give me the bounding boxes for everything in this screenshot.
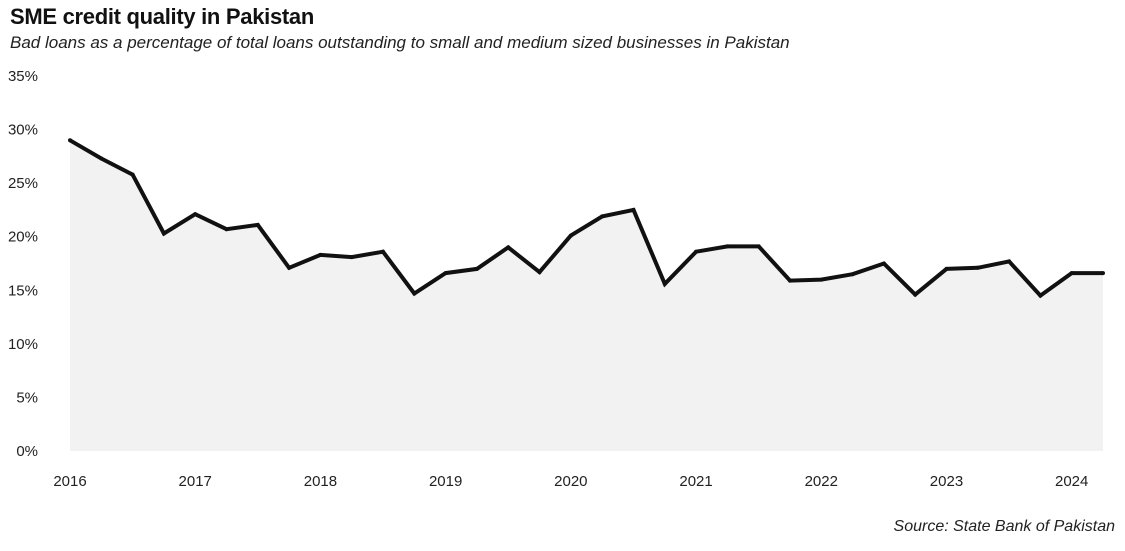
data-point [506,245,511,250]
data-point [381,249,386,254]
data-point [975,265,980,270]
chart-source: Source: State Bank of Pakistan [893,518,1115,535]
y-tick-label: 20% [8,229,38,246]
data-point [537,270,542,275]
data-point [725,244,730,249]
x-tick-label: 2022 [805,473,838,490]
x-tick-label: 2017 [179,473,212,490]
data-point [193,212,198,217]
data-point [631,207,636,212]
data-point [944,266,949,271]
y-tick-label: 5% [16,389,38,406]
data-point [662,281,667,286]
data-point [161,231,166,236]
chart-subtitle: Bad loans as a percentage of total loans… [10,33,790,52]
y-tick-label: 10% [8,336,38,353]
data-point [694,249,699,254]
data-point [756,244,761,249]
x-tick-label: 2019 [429,473,462,490]
data-point [1069,271,1074,276]
data-point [68,138,72,143]
data-point [255,222,260,227]
x-axis: 2016 2017 2018 2019 2020 2021 2022 2023 2024 [53,473,1088,490]
y-tick-label: 15% [8,282,38,299]
x-tick-label: 2023 [930,473,963,490]
y-tick-label: 0% [16,443,38,460]
y-tick-label: 35% [8,68,38,85]
data-point [287,265,292,270]
x-tick-label: 2016 [53,473,86,490]
data-point [412,291,417,296]
data-point [474,266,479,271]
x-tick-label: 2020 [554,473,587,490]
data-point [318,252,323,257]
data-point [99,156,104,161]
series-area-fill [70,140,1103,452]
data-point [600,214,605,219]
x-tick-label: 2021 [679,473,712,490]
data-point [130,172,135,177]
x-tick-label: 2018 [304,473,337,490]
data-point [819,277,824,282]
data-point [1007,259,1012,264]
data-point [568,233,573,238]
data-point [224,227,229,232]
data-point [913,292,918,297]
data-point [881,261,886,266]
y-tick-label: 30% [8,122,38,139]
data-point [787,278,792,283]
data-point [1101,271,1105,276]
data-point [443,271,448,276]
data-points [68,138,1105,298]
data-point [850,272,855,277]
y-axis: 0% 5% 10% 15% 20% 25% 30% 35% [8,68,38,460]
y-tick-label: 25% [8,175,38,192]
chart-title: SME credit quality in Pakistan [10,4,314,29]
series-line [68,138,1103,299]
x-tick-label: 2024 [1055,473,1088,490]
data-point [349,255,354,260]
data-point [1038,293,1043,298]
